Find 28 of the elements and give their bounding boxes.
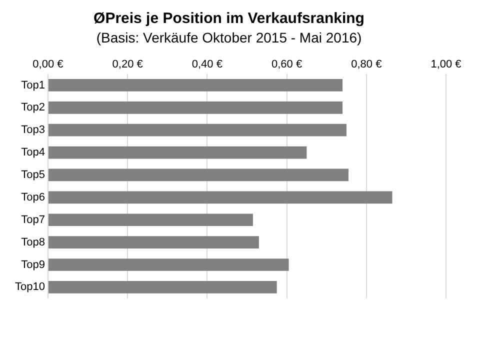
x-tick-label: 1,00 € — [430, 58, 462, 70]
y-tick-label: Top2 — [21, 102, 45, 114]
bar — [48, 168, 348, 182]
bar — [48, 281, 277, 294]
bar — [48, 258, 289, 271]
y-tick-label: Top4 — [21, 146, 45, 159]
bar — [48, 146, 307, 159]
bar — [48, 101, 343, 114]
y-tick-label: Top5 — [21, 169, 45, 182]
bar — [48, 191, 392, 204]
y-tick-label: Top1 — [21, 79, 45, 92]
bar — [48, 79, 343, 92]
x-tick-label: 0,60 € — [271, 58, 302, 70]
y-tick-label: Top9 — [21, 258, 45, 271]
y-tick-label: Top6 — [21, 191, 45, 204]
y-tick-label: Top3 — [21, 124, 45, 136]
x-tick-label: 0,80 € — [351, 58, 382, 70]
x-tick-label: 0,00 € — [32, 58, 64, 70]
y-tick-label: Top10 — [14, 281, 45, 294]
y-tick-label: Top7 — [21, 214, 45, 226]
bar — [48, 236, 259, 248]
x-tick-label: 0,20 € — [112, 58, 143, 70]
y-tick-label: Top8 — [21, 236, 45, 248]
x-tick-label: 0,40 € — [192, 58, 222, 70]
bar — [48, 124, 346, 136]
chart-subtitle: (Basis: Verkäufe Oktober 2015 - Mai 2016) — [96, 29, 362, 46]
chart-title: ØPreis je Position im Verkaufsranking — [94, 10, 364, 28]
bar — [48, 214, 253, 226]
